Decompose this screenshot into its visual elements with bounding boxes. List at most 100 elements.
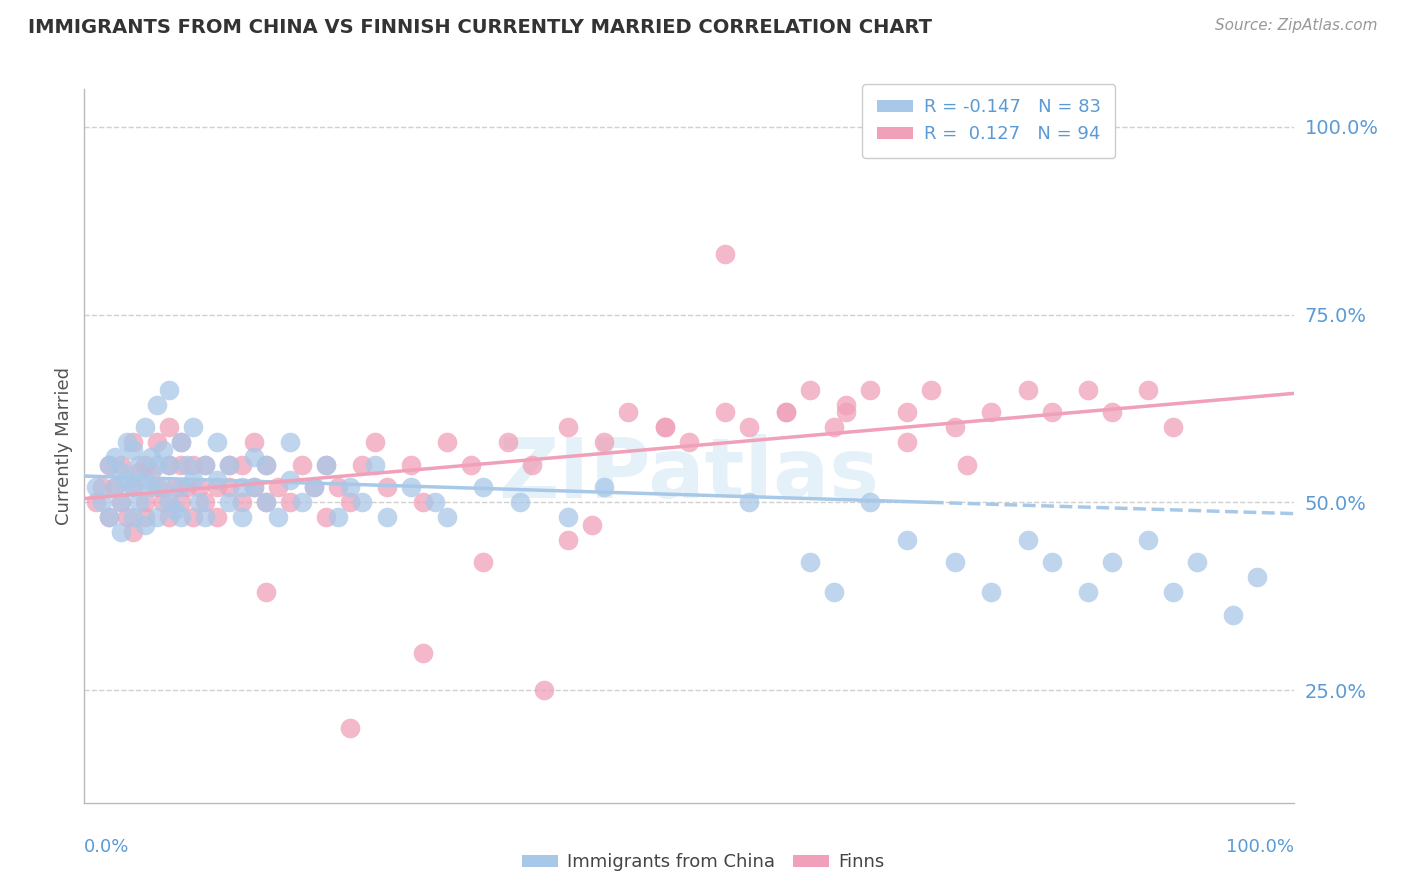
Point [896,533,918,547]
Point [859,495,882,509]
Point [399,480,422,494]
Point [315,510,337,524]
Point [91,495,114,509]
Point [134,517,156,532]
Point [165,503,187,517]
Point [231,510,253,524]
Point [1185,556,1208,570]
Point [714,247,737,261]
Text: ZIPatlas: ZIPatlas [499,434,879,515]
Point [1137,533,1160,547]
Point [1161,420,1184,434]
Point [896,405,918,419]
Point [291,495,314,509]
Point [165,480,187,494]
Point [302,480,325,494]
Point [1222,607,1244,622]
Point [139,480,162,494]
Point [278,435,301,450]
Point [412,646,434,660]
Point [110,458,132,472]
Point [472,556,495,570]
Point [218,495,240,509]
Point [97,510,120,524]
Point [194,495,217,509]
Point [775,405,797,419]
Point [218,458,240,472]
Point [121,510,143,524]
Point [218,480,240,494]
Point [134,510,156,524]
Point [557,510,579,524]
Point [170,480,193,494]
Point [181,420,204,434]
Point [363,458,385,472]
Point [412,495,434,509]
Point [146,398,169,412]
Point [146,435,169,450]
Point [146,510,169,524]
Point [194,510,217,524]
Point [115,435,138,450]
Point [110,495,132,509]
Point [1246,570,1268,584]
Point [399,458,422,472]
Point [242,435,264,450]
Point [799,383,821,397]
Point [278,473,301,487]
Text: Source: ZipAtlas.com: Source: ZipAtlas.com [1215,18,1378,33]
Point [110,465,132,479]
Point [146,480,169,494]
Point [104,480,127,494]
Point [128,465,150,479]
Point [254,495,277,509]
Point [152,442,174,457]
Point [980,585,1002,599]
Point [823,420,845,434]
Point [339,495,361,509]
Point [315,458,337,472]
Point [302,480,325,494]
Point [267,480,290,494]
Point [254,585,277,599]
Point [207,473,229,487]
Point [152,495,174,509]
Point [194,458,217,472]
Point [956,458,979,472]
Point [176,458,198,472]
Point [110,495,132,509]
Y-axis label: Currently Married: Currently Married [55,367,73,525]
Point [254,458,277,472]
Point [1040,556,1063,570]
Point [436,510,458,524]
Point [1137,383,1160,397]
Point [181,510,204,524]
Point [157,458,180,472]
Point [581,517,603,532]
Point [328,480,350,494]
Point [157,458,180,472]
Point [157,420,180,434]
Point [170,458,193,472]
Point [176,480,198,494]
Point [134,495,156,509]
Point [170,495,193,509]
Point [139,465,162,479]
Point [509,495,531,509]
Point [943,420,966,434]
Point [104,480,127,494]
Point [218,458,240,472]
Point [207,435,229,450]
Point [533,683,555,698]
Point [139,450,162,465]
Point [121,480,143,494]
Point [1017,533,1039,547]
Point [91,480,114,494]
Point [242,450,264,465]
Point [231,458,253,472]
Point [278,495,301,509]
Point [110,525,132,540]
Point [617,405,640,419]
Point [375,510,398,524]
Point [714,405,737,419]
